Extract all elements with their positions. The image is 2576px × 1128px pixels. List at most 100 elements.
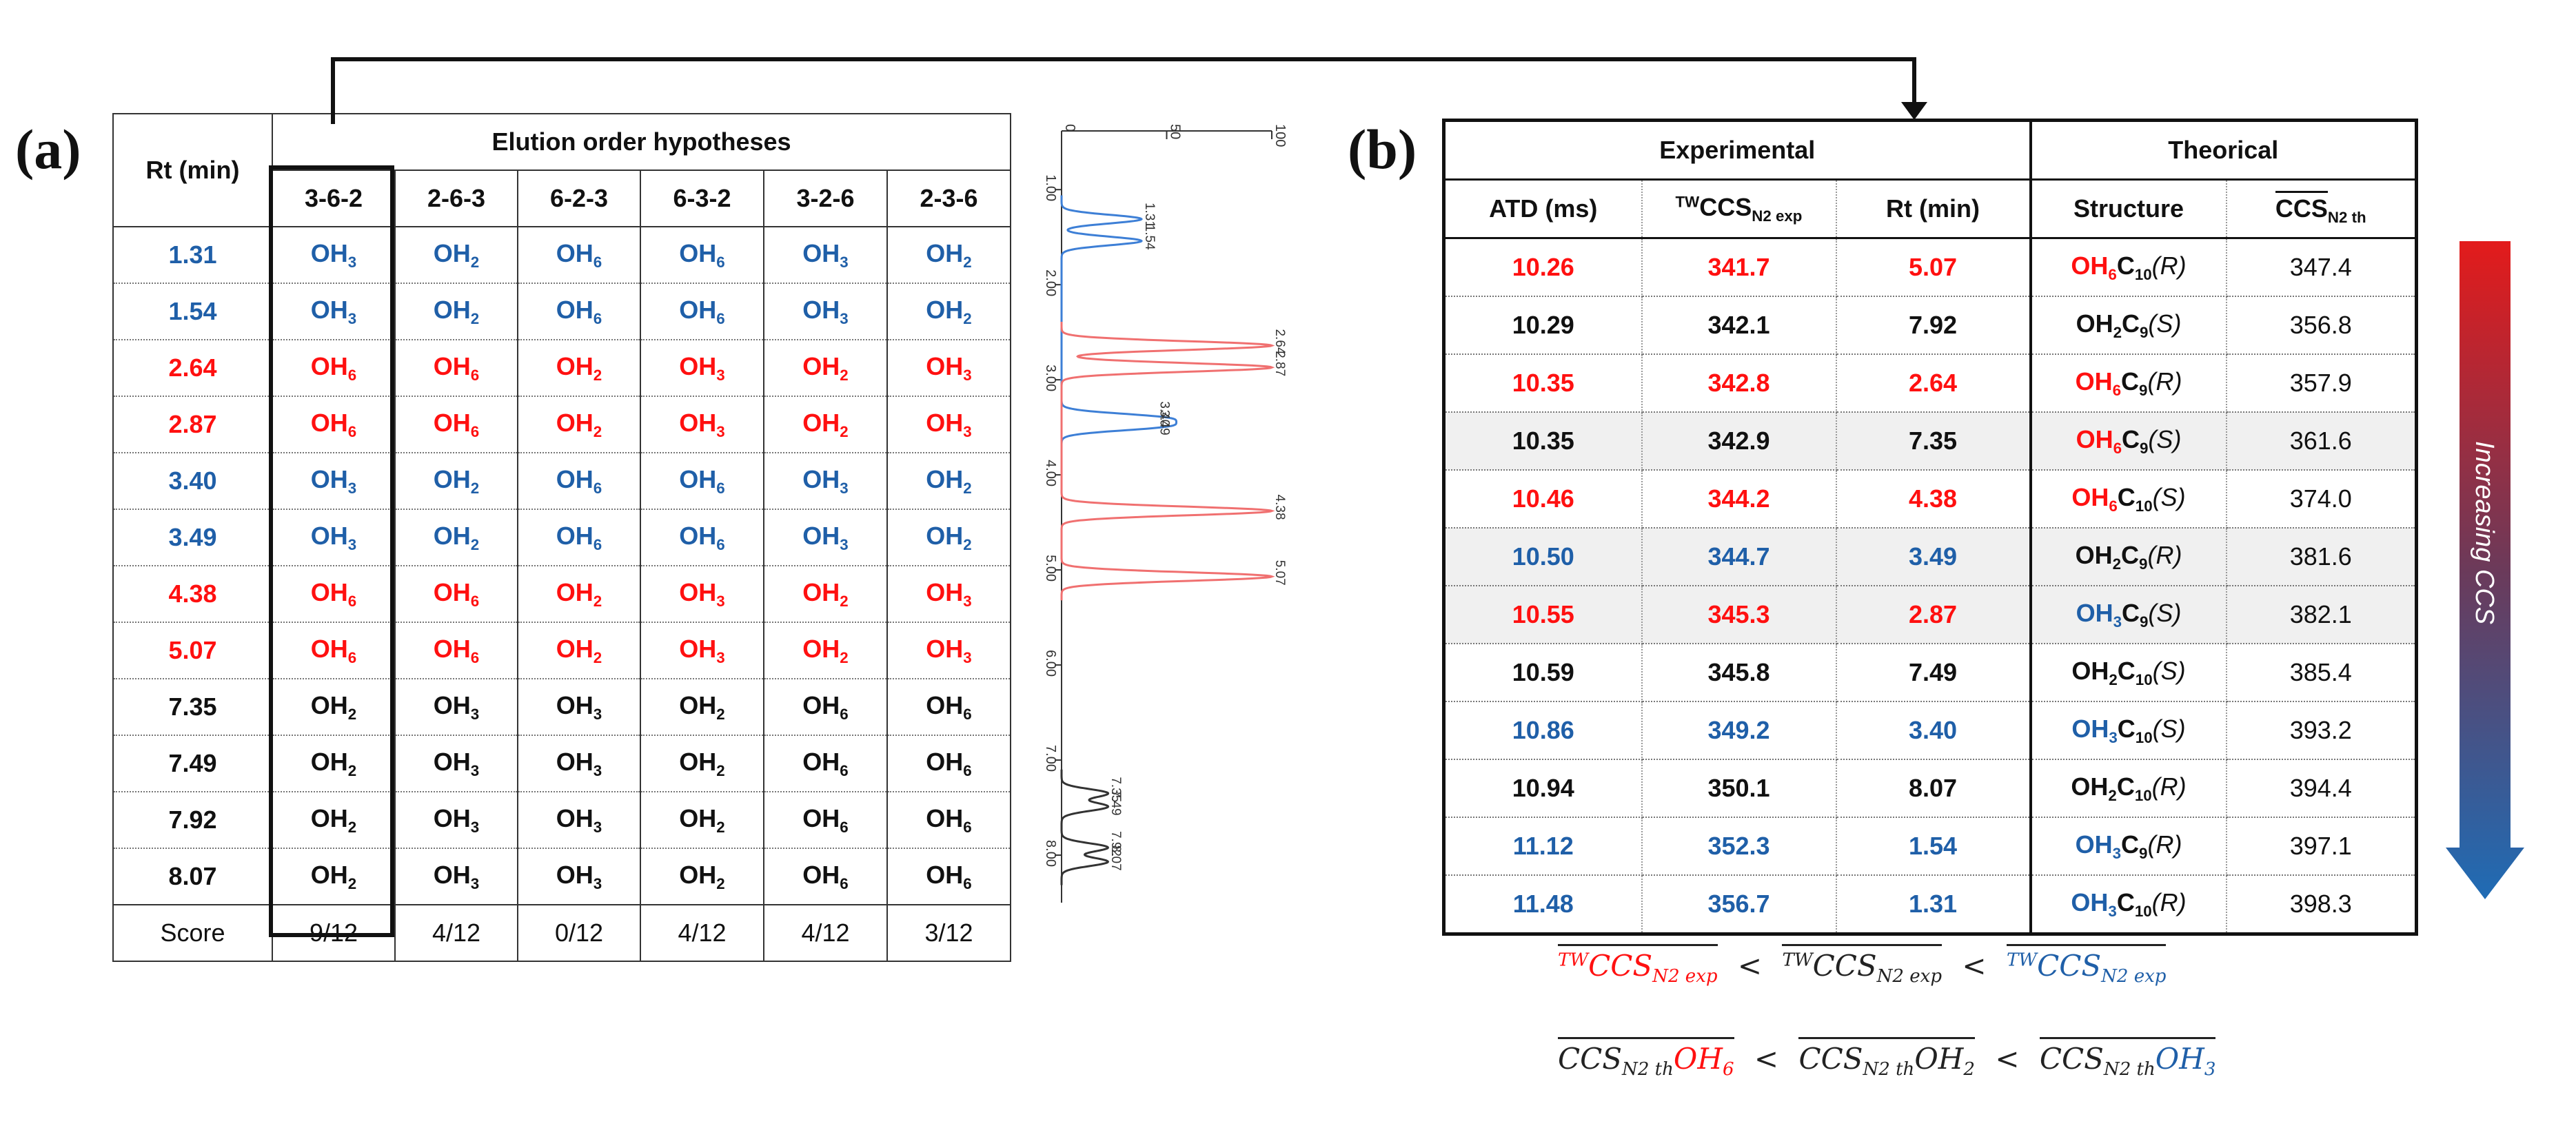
structure-cell: OH3C10(S) [2030,701,2227,760]
atd-header: ATD (ms) [1443,179,1643,239]
score-cell: 4/12 [640,904,764,962]
formula-exp-blue: TWCCSN2 exp [2006,944,2167,987]
rt-cell: 1.54 [112,283,273,340]
ccs-th-cell: 398.3 [2226,875,2417,935]
oh-cell: OH6 [272,566,396,623]
oh-cell: OH2 [395,509,518,566]
elution-hypotheses-table: Rt (min) Elution order hypotheses 3-6-2 2-6… [112,113,1012,962]
selected-hypothesis-highlight [269,165,394,937]
oh-cell: OH3 [395,848,518,905]
table-row: 3.49 OH3 OH2 OH6 OH6 OH3 OH2 [112,509,1012,566]
intensity-tick-label: 0 [1062,124,1077,132]
ccs-th-cell: 357.9 [2226,354,2417,413]
increasing-ccs-arrow: Increasing CCS [2446,241,2524,899]
oh-cell: OH3 [272,509,396,566]
atd-cell: 10.46 [1443,470,1643,529]
oh-cell: OH2 [272,792,396,849]
oh-cell: OH3 [272,453,396,510]
rt-cell: 3.49 [1836,528,2032,586]
rt-cell: 8.07 [1836,759,2032,818]
hypothesis-header: 3-2-6 [764,170,888,227]
time-tick-label: 7.00 [1043,745,1058,772]
peak-label: 1.31 [1142,203,1157,228]
table-row: 10.59 345.8 7.49 OH2C10(S) 385.4 [1443,644,2417,702]
oh-cell: OH3 [887,396,1012,453]
experimental-header: Experimental [1443,120,2032,181]
hypotheses-header: Elution order hypotheses [272,114,1012,171]
oh-cell: OH6 [272,622,396,679]
oh-cell: OH3 [640,622,764,679]
hypothesis-header: 6-3-2 [640,170,764,227]
oh-cell: OH6 [518,227,641,284]
oh-cell: OH6 [764,792,888,849]
structure-cell: OH6C10(S) [2030,470,2227,529]
ccs-exp-cell: 349.2 [1641,701,1837,760]
ccs-exp-header: TWCCSN2 exp [1641,179,1837,239]
ccs-th-cell: 374.0 [2226,470,2417,529]
structure-cell: OH3C10(R) [2030,875,2227,935]
oh-cell: OH2 [518,340,641,397]
rt-cell: 3.40 [112,453,273,510]
oh-cell: OH3 [764,453,888,510]
rt-cell: 4.38 [112,566,273,623]
oh-cell: OH6 [272,396,396,453]
atd-cell: 10.50 [1443,528,1643,586]
time-tick-label: 2.00 [1043,269,1058,296]
rt-cell: 1.31 [112,227,273,284]
rt-cell: 7.92 [112,792,273,849]
oh-cell: OH6 [887,792,1012,849]
rt-cell: 5.07 [112,622,273,679]
rt-cell: 7.49 [112,735,273,792]
rt-cell: 7.35 [1836,412,2032,471]
oh-cell: OH2 [764,566,888,623]
oh-cell: OH2 [887,453,1012,510]
oh-cell: OH2 [887,509,1012,566]
oh-cell: OH3 [887,340,1012,397]
rt-cell: 3.49 [112,509,273,566]
oh-cell: OH6 [887,735,1012,792]
oh-cell: OH3 [518,792,641,849]
peak-label: 3.49 [1157,410,1171,435]
ccs-exp-cell: 352.3 [1641,817,1837,876]
structure-cell: OH6C9(R) [2030,354,2227,413]
oh-cell: OH6 [887,848,1012,905]
atd-cell: 10.35 [1443,412,1643,471]
intensity-tick-label: 50 [1168,124,1183,139]
rt-cell: 1.54 [1836,817,2032,876]
oh-cell: OH6 [764,735,888,792]
oh-cell: OH2 [640,679,764,736]
rt-cell: 7.35 [112,679,273,736]
formula-th-oh3: CCSN2 thOH3 [2039,1037,2216,1080]
structure-cell: OH6C9(S) [2030,412,2227,471]
atd-cell: 10.55 [1443,586,1643,644]
rt-cell: 5.07 [1836,238,2032,297]
chromatogram-trace-oh6 [1060,322,1275,601]
hypothesis-header: 2-6-3 [395,170,518,227]
oh-cell: OH3 [518,679,641,736]
peak-label: 4.38 [1272,495,1287,520]
time-tick-label: 3.00 [1043,365,1058,391]
rt-cell: 2.64 [1836,354,2032,413]
ccs-th-cell: 361.6 [2226,412,2417,471]
structure-cell: OH2C10(S) [2030,644,2227,702]
table-row: 10.55 345.3 2.87 OH3C9(S) 382.1 [1443,586,2417,644]
score-cell: 4/12 [764,904,888,962]
oh-cell: OH3 [395,679,518,736]
oh-cell: OH3 [640,566,764,623]
table-row: 7.49 OH2 OH3 OH3 OH2 OH6 OH6 [112,735,1012,792]
hypothesis-header: 3-6-2 [272,170,396,227]
intensity-tick-label: 100 [1272,124,1288,147]
oh-cell: OH2 [395,453,518,510]
increasing-ccs-label: Increasing CCS [2470,441,2499,624]
ccs-th-cell: 381.6 [2226,528,2417,586]
ccs-th-cell: 347.4 [2226,238,2417,297]
structure-cell: OH2C9(R) [2030,528,2227,586]
oh-cell: OH3 [640,340,764,397]
formula-th-ccs: CCSN2 thOH6 < CCSN2 thOH2 < CCSN2 thOH3 [1558,1037,2216,1080]
chromatogram-plot: 0 50 100 1.00 2.00 3.00 4.00 5.00 6.00 7.00 8.00 1.… [1043,124,1288,903]
oh-cell: OH6 [640,453,764,510]
ccs-th-cell: 356.8 [2226,296,2417,355]
peak-label: 1.54 [1142,225,1157,250]
rt-cell: 1.31 [1836,875,2032,935]
panel-b-label: (b) [1348,118,1417,181]
